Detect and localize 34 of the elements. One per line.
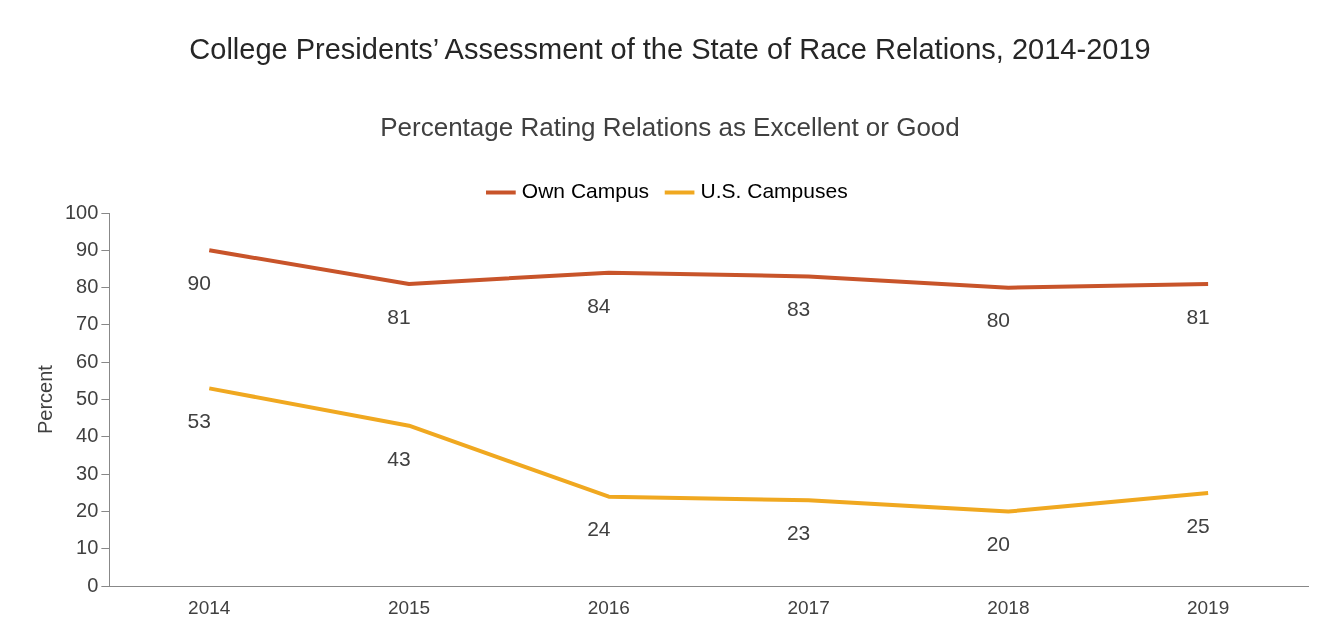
- y-tick-label: 60: [76, 349, 99, 372]
- y-tick-label: 30: [76, 461, 99, 484]
- data-label: 90: [187, 271, 211, 295]
- x-tick-label: 2014: [188, 596, 231, 618]
- y-tick-label: 0: [87, 573, 99, 596]
- y-tick-label: 20: [76, 499, 99, 522]
- y-tick-label: 70: [76, 312, 99, 335]
- data-label: 53: [187, 409, 211, 433]
- y-tick-label: 100: [64, 200, 99, 223]
- y-tick-label: 90: [76, 237, 99, 260]
- x-tick-label: 2018: [987, 596, 1030, 618]
- x-tick-label: 2015: [387, 596, 431, 618]
- data-label: 20: [986, 532, 1011, 556]
- x-tick-label: 2016: [587, 596, 630, 618]
- data-label: 81: [387, 304, 411, 328]
- legend-label: Own Campus: [521, 179, 650, 203]
- x-tick-label: 2017: [787, 596, 830, 618]
- data-label: 43: [387, 446, 411, 470]
- data-label: 24: [587, 517, 611, 541]
- y-tick-label: 50: [76, 387, 99, 410]
- data-label: 84: [587, 293, 611, 317]
- data-label: 80: [986, 308, 1011, 332]
- data-label: 81: [1186, 304, 1210, 328]
- x-tick-label: 2019: [1186, 596, 1230, 618]
- y-tick-label: 40: [76, 424, 99, 447]
- chart-subtitle: Percentage Rating Relations as Excellent or Good: [379, 112, 961, 143]
- y-axis-title: Percent: [33, 364, 56, 435]
- chart-title: College Presidents’ Assessment of the State of Race Relations, 2014-2019: [188, 32, 1152, 67]
- data-label: 83: [786, 297, 811, 321]
- y-tick-label: 10: [76, 536, 99, 559]
- data-label: 25: [1186, 513, 1210, 537]
- y-tick-label: 80: [76, 275, 99, 298]
- data-label: 23: [786, 521, 811, 545]
- legend-label: U.S. Campuses: [700, 179, 848, 203]
